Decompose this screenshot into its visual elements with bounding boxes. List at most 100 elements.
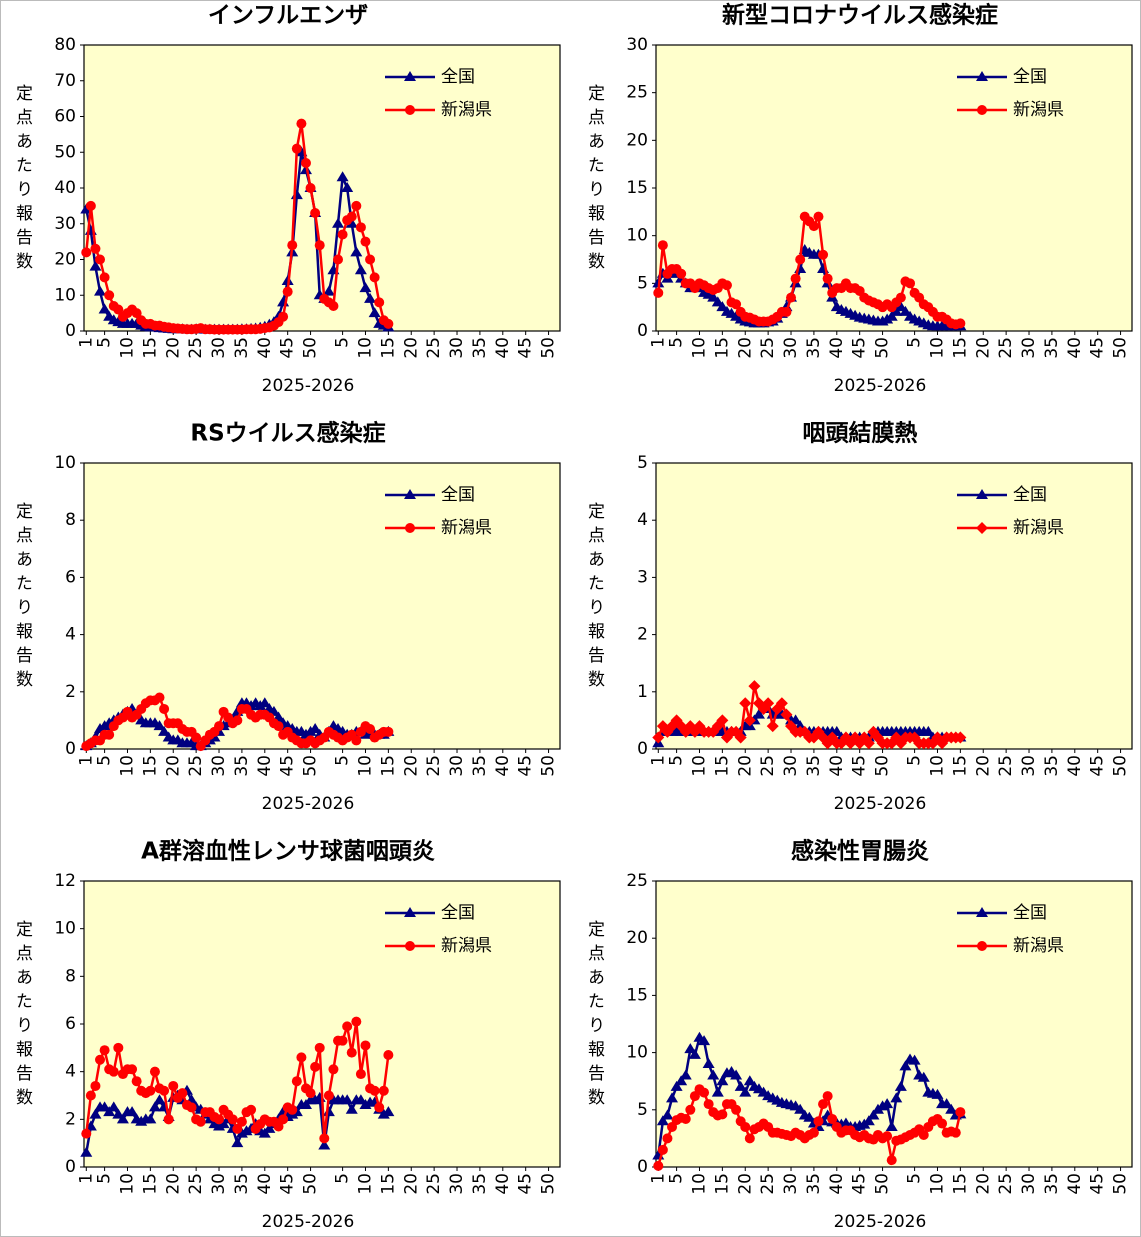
legend-marker: [976, 907, 988, 917]
data-point: [341, 1094, 354, 1105]
data-point: [149, 1066, 160, 1077]
x-tick-label: 45: [850, 755, 870, 777]
x-tick-label: 5: [905, 1173, 925, 1184]
x-tick-label: 50: [301, 755, 321, 777]
x-tick-label: 15: [712, 337, 732, 359]
data-point: [685, 1104, 696, 1115]
x-tick-label: 5: [333, 1173, 353, 1184]
y-tick-label: 30: [54, 214, 76, 234]
data-point: [744, 1133, 755, 1144]
y-tick-label: 10: [54, 453, 76, 473]
data-point: [108, 1066, 119, 1077]
x-axis-label: 2025-2026: [262, 794, 355, 814]
data-point: [752, 708, 765, 719]
data-point: [89, 1108, 102, 1119]
data-point: [918, 1129, 929, 1140]
data-point: [734, 1080, 747, 1091]
data-point: [894, 1080, 907, 1091]
data-point: [721, 280, 732, 291]
y-tick-label: 5: [637, 1100, 648, 1120]
legend-marker: [976, 489, 988, 499]
data-point: [322, 285, 335, 296]
data-point: [818, 249, 829, 260]
data-point: [786, 292, 797, 303]
chart-title: A群溶血性レンサ球菌咽頭炎: [141, 838, 435, 865]
x-tick-label: 10: [117, 755, 137, 777]
x-tick-label: 15: [378, 755, 398, 777]
data-point: [743, 714, 756, 727]
x-tick-label: 15: [378, 1173, 398, 1195]
x-tick-label: 50: [539, 755, 559, 777]
data-point: [731, 299, 742, 310]
y-tick-label: 25: [626, 83, 648, 103]
x-tick-label: 10: [117, 337, 137, 359]
data-point: [653, 287, 664, 298]
y-tick-label: 8: [65, 966, 76, 986]
data-point: [104, 729, 115, 740]
data-point: [680, 1113, 691, 1124]
y-tick-label: 0: [65, 1157, 76, 1177]
data-point: [684, 1043, 697, 1054]
x-tick-label: 5: [333, 337, 353, 348]
y-tick-label: 1: [637, 682, 648, 702]
x-tick-label: 35: [804, 1173, 824, 1195]
data-point: [368, 307, 381, 318]
data-point: [762, 697, 775, 710]
x-tick-label: 15: [950, 755, 970, 777]
y-tick-label: 25: [626, 871, 648, 891]
data-point: [145, 1085, 156, 1096]
data-point: [808, 221, 819, 232]
x-tick-label: 15: [140, 1173, 160, 1195]
chart-title: インフルエンザ: [208, 3, 368, 29]
legend-label: 新潟県: [1013, 936, 1064, 956]
data-point: [346, 211, 357, 222]
data-point: [781, 306, 792, 317]
x-tick-label: 25: [186, 755, 206, 777]
data-point: [780, 708, 793, 721]
y-tick-label: 15: [626, 985, 648, 1005]
chart-title: 新型コロナウイルス感染症: [722, 2, 998, 29]
data-point: [731, 1104, 742, 1115]
data-point: [81, 1128, 92, 1139]
x-tick-label: 1: [76, 1173, 96, 1184]
y-tick-label: 12: [54, 871, 76, 891]
data-point: [345, 1103, 358, 1114]
x-tick-label: 15: [950, 1173, 970, 1195]
x-tick-label: 10: [927, 1173, 947, 1195]
data-point: [360, 236, 371, 247]
data-point: [382, 1106, 395, 1117]
data-point: [351, 200, 362, 211]
x-tick-label: 20: [401, 755, 421, 777]
data-point: [795, 254, 806, 265]
x-tick-label: 25: [186, 337, 206, 359]
x-tick-label: 45: [516, 1173, 536, 1195]
plot-area: [655, 462, 1133, 750]
x-tick-label: 20: [735, 755, 755, 777]
x-tick-label: 10: [689, 1173, 709, 1195]
legend-label: 新潟県: [441, 100, 492, 120]
data-point: [328, 1064, 339, 1075]
x-tick-label: 20: [735, 1173, 755, 1195]
data-point: [350, 246, 363, 257]
x-tick-label: 45: [278, 1173, 298, 1195]
data-point: [163, 1114, 174, 1125]
x-tick-label: 10: [689, 337, 709, 359]
data-point: [743, 1075, 756, 1086]
legend-label: 新潟県: [441, 936, 492, 956]
data-point: [278, 311, 289, 322]
data-point: [652, 731, 665, 744]
data-point: [236, 1116, 247, 1127]
x-tick-label: 5: [905, 337, 925, 348]
x-tick-label: 35: [1042, 755, 1062, 777]
x-tick-label: 45: [1088, 337, 1108, 359]
data-point: [790, 273, 801, 284]
y-tick-label: 10: [54, 919, 76, 939]
data-point: [954, 731, 967, 744]
data-point: [383, 318, 394, 329]
data-point: [95, 1054, 106, 1065]
x-tick-label: 40: [255, 755, 275, 777]
data-point: [653, 1160, 664, 1171]
data-point: [85, 200, 96, 211]
